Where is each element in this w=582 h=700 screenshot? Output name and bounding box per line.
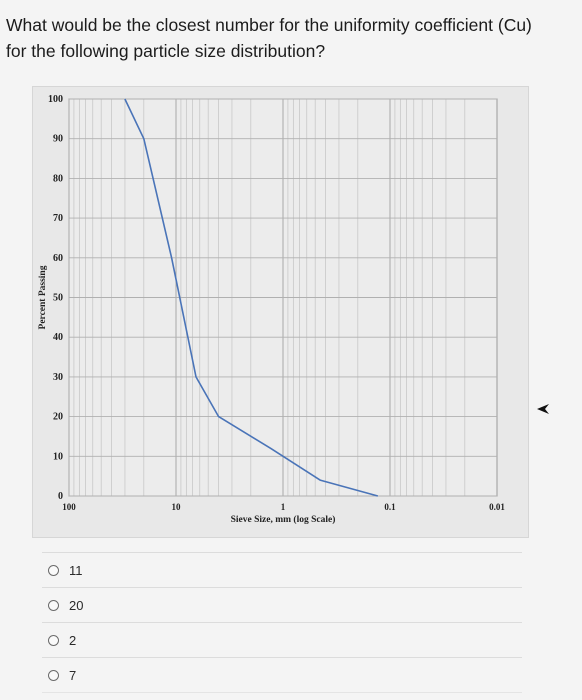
answer-option-label: 11 — [69, 562, 83, 578]
y-tick-label: 0 — [58, 491, 63, 502]
x-tick-label: 100 — [62, 502, 76, 512]
mouse-pointer-icon — [536, 402, 550, 421]
question-text: What would be the closest number for the… — [6, 12, 576, 64]
answer-options: 11 20 2 7 — [42, 552, 522, 693]
answer-option-label: 7 — [69, 667, 77, 683]
y-tick-label: 40 — [53, 332, 63, 343]
question-line-1: What would be the closest number for the… — [6, 15, 532, 35]
radio-button-icon[interactable] — [48, 634, 59, 646]
x-tick-label: 0.01 — [489, 502, 505, 512]
answer-option[interactable]: 7 — [42, 657, 522, 693]
y-tick-label: 70 — [53, 213, 63, 224]
y-tick-label: 90 — [53, 134, 63, 145]
question-line-2: for the following particle size distribu… — [6, 41, 326, 61]
answer-option[interactable]: 11 — [42, 552, 522, 587]
answer-option-label: 2 — [69, 632, 77, 648]
x-axis-title: Sieve Size, mm (log Scale) — [231, 514, 336, 525]
particle-size-chart: 100 90 80 70 60 50 40 30 20 10 0 100 10 1 0.1 0.01 Perce… — [32, 86, 529, 538]
x-tick-label: 0.1 — [384, 502, 396, 512]
y-tick-label: 50 — [53, 293, 63, 304]
x-tick-label: 1 — [281, 502, 286, 512]
answer-option[interactable]: 2 — [42, 622, 522, 657]
answer-option-label: 20 — [69, 597, 84, 613]
y-tick-label: 80 — [53, 173, 63, 184]
y-tick-label: 30 — [53, 372, 63, 383]
y-axis-title: Percent Passing — [38, 265, 48, 329]
y-tick-label: 20 — [53, 412, 63, 423]
answer-option[interactable]: 20 — [42, 587, 522, 622]
gradation-curve — [124, 98, 379, 497]
y-tick-label: 10 — [53, 451, 63, 462]
radio-button-icon[interactable] — [48, 669, 59, 681]
x-tick-label: 10 — [172, 502, 182, 512]
y-tick-label: 100 — [48, 94, 63, 105]
y-tick-label: 60 — [53, 253, 63, 264]
radio-button-icon[interactable] — [48, 564, 59, 576]
radio-button-icon[interactable] — [48, 599, 59, 611]
